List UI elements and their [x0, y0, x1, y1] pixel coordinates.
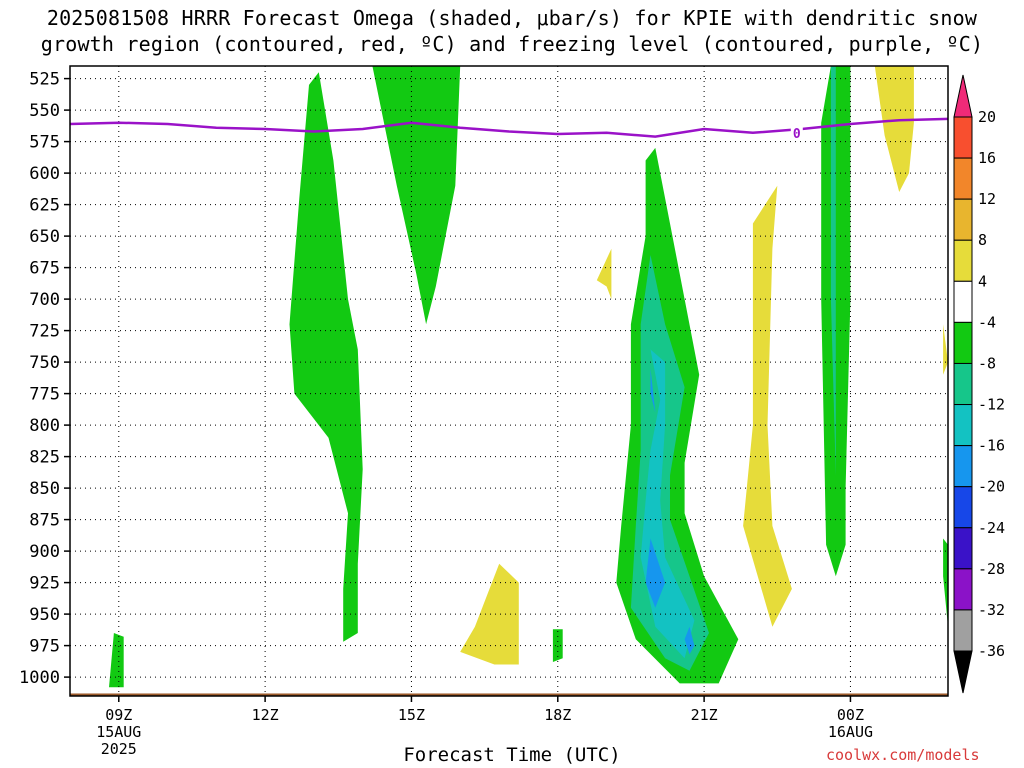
omega-region-9 [684, 626, 695, 655]
x-tick-label-9: 09Z [105, 706, 132, 724]
chart-title-line1: 2025081508 HRRR Forecast Omega (shaded, … [46, 6, 978, 30]
colorbar-label-11: -28 [978, 560, 1005, 578]
omega-region-14 [743, 185, 792, 627]
y-tick-label-925: 925 [29, 574, 60, 594]
colorbar-box-4 [953, 239, 973, 282]
x-tick-label-24: 00Z [837, 706, 864, 724]
omega-region-7 [650, 368, 656, 413]
colorbar-box-13 [953, 609, 973, 652]
plot-frame [69, 65, 949, 697]
colorbar-label-0: 20 [978, 108, 996, 126]
y-tick-label-750: 750 [29, 353, 60, 373]
omega-region-3 [552, 629, 563, 662]
y-tick-label-550: 550 [29, 101, 60, 121]
colorbar-box-6 [953, 321, 973, 364]
colorbar-label-9: -20 [978, 478, 1005, 496]
colorbar-box-5 [953, 280, 973, 323]
y-tick-label-575: 575 [29, 133, 60, 153]
y-tick-label-725: 725 [29, 322, 60, 342]
y-tick-label-650: 650 [29, 227, 60, 247]
y-tick-label-775: 775 [29, 385, 60, 405]
x-tick-date-24: 16AUG [828, 723, 873, 741]
y-tick-label-675: 675 [29, 259, 60, 279]
colorbar-label-6: -8 [978, 354, 996, 372]
y-tick-label-950: 950 [29, 605, 60, 625]
colorbar-label-5: -4 [978, 313, 996, 331]
colorbar-bottom-arrow [953, 650, 973, 694]
colorbar-box-8 [953, 404, 973, 447]
omega-region-1 [289, 72, 363, 642]
colorbar-label-7: -12 [978, 396, 1005, 414]
omega-region-0 [109, 633, 124, 688]
colorbar-label-1: 16 [978, 149, 996, 167]
colorbar-label-10: -24 [978, 519, 1005, 537]
omega-region-11 [830, 66, 836, 476]
freezing-level-label: 0 [793, 127, 801, 142]
x-tick-date-9: 15AUG [96, 723, 141, 741]
x-tick-label-12: 12Z [252, 706, 279, 724]
y-tick-label-525: 525 [29, 70, 60, 90]
omega-region-8 [645, 538, 666, 608]
x-tick-label-21: 21Z [691, 706, 718, 724]
y-tick-label-800: 800 [29, 416, 60, 436]
omega-region-13 [596, 248, 612, 300]
credit-link[interactable]: coolwx.com/models [826, 746, 980, 764]
y-tick-label-975: 975 [29, 637, 60, 657]
colorbar-label-13: -36 [978, 642, 1005, 660]
colorbar-label-4: 4 [978, 272, 987, 290]
y-tick-label-825: 825 [29, 448, 60, 468]
chart-title-line2: growth region (contoured, red, ºC) and f… [40, 32, 984, 56]
y-tick-label-625: 625 [29, 196, 60, 216]
y-tick-label-850: 850 [29, 479, 60, 499]
omega-region-15 [874, 66, 914, 192]
x-tick-label-15: 15Z [398, 706, 425, 724]
colorbar-label-2: 12 [978, 190, 996, 208]
colorbar-box-11 [953, 527, 973, 570]
colorbar-box-10 [953, 486, 973, 529]
colorbar-box-9 [953, 445, 973, 488]
terrain-strip [70, 693, 948, 696]
colorbar-box-7 [953, 362, 973, 406]
y-tick-label-600: 600 [29, 164, 60, 184]
colorbar-label-12: -32 [978, 601, 1005, 619]
freezing-level-label-bg [790, 124, 803, 139]
colorbar-label-3: 8 [978, 231, 987, 249]
colorbar-box-2 [953, 157, 973, 200]
x-tick-label-18: 18Z [544, 706, 571, 724]
omega-region-2 [372, 66, 461, 325]
y-tick-label-1000: 1000 [19, 668, 60, 688]
colorbar-box-1 [953, 116, 973, 159]
omega-region-12 [460, 563, 519, 665]
omega-region-16 [943, 324, 948, 375]
colorbar-box-3 [953, 198, 973, 241]
colorbar-top-arrow [953, 74, 973, 118]
y-tick-label-900: 900 [29, 542, 60, 562]
y-tick-label-875: 875 [29, 511, 60, 531]
x-axis-label: Forecast Time (UTC) [403, 744, 621, 766]
colorbar-box-12 [953, 568, 973, 611]
y-tick-label-700: 700 [29, 290, 60, 310]
omega-region-10 [821, 66, 851, 577]
colorbar-label-8: -16 [978, 437, 1005, 455]
x-tick-year-9: 2025 [101, 740, 137, 758]
